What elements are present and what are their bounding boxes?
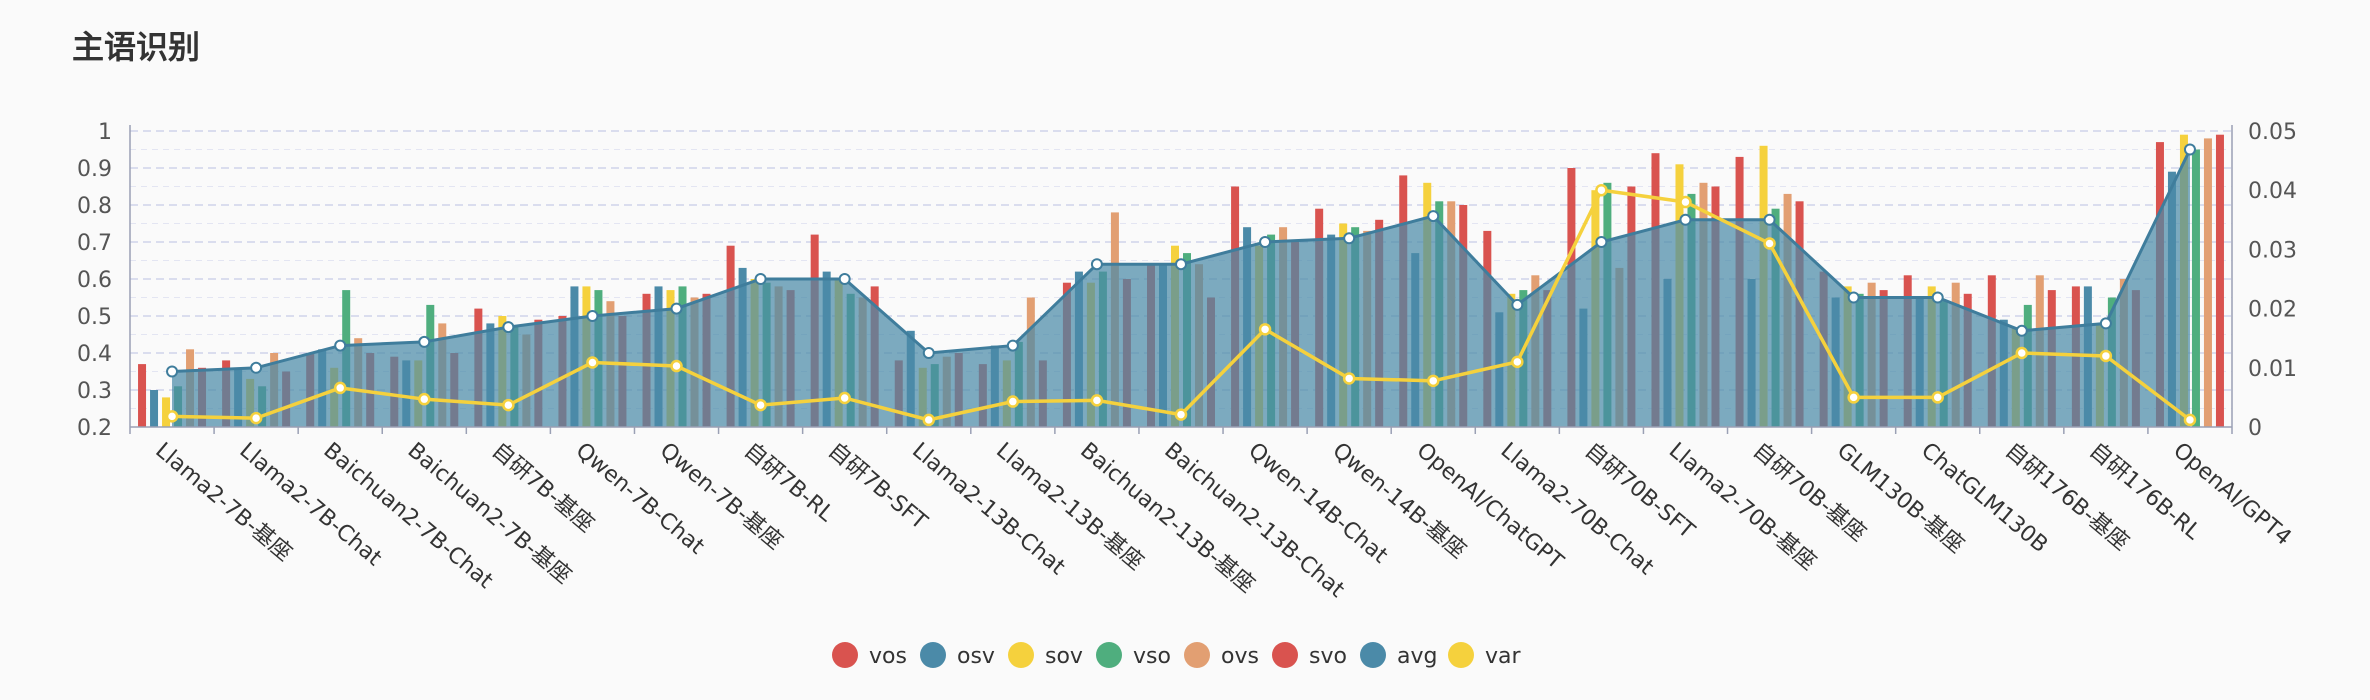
bar-vos	[138, 364, 147, 427]
y-right-tick-label: 0.04	[2248, 179, 2297, 204]
var-point	[165, 410, 179, 423]
avg-point	[922, 347, 935, 359]
avg-point	[418, 335, 431, 348]
avg-point	[2015, 324, 2028, 337]
y-right-tick-label: 0.05	[2248, 120, 2297, 145]
y-right-tick-label: 0.01	[2248, 357, 2297, 382]
x-tick-label: Llama2-13B-Chat	[907, 438, 1070, 580]
avg-point	[1175, 258, 1187, 271]
y-left-tick-label: 0.6	[77, 268, 112, 293]
var-point	[502, 398, 515, 412]
var-point	[1679, 195, 1692, 209]
var-point	[838, 391, 851, 405]
legend-marker-sov	[1008, 642, 1034, 668]
legend-marker-svo	[1272, 642, 1298, 668]
x-tick-label: Llama2-70B-Chat	[1496, 438, 1659, 580]
avg-point	[1931, 291, 1944, 304]
avg-point	[2183, 143, 2196, 156]
avg-point	[166, 365, 179, 378]
avg-point	[250, 361, 263, 374]
x-tick-label: Baichuan2-7B-基座	[403, 438, 576, 589]
bar-ovs	[2203, 138, 2212, 427]
y-left-tick-label: 0.5	[77, 305, 112, 330]
avg-point	[754, 273, 767, 285]
x-tick-label: Llama2-7B-Chat	[234, 438, 386, 571]
x-tick-label: Qwen-14B-Chat	[1243, 438, 1392, 569]
var-point	[1090, 394, 1104, 407]
chart-title: 主语识别	[72, 28, 201, 66]
avg-point	[1763, 213, 1776, 226]
var-point	[1931, 391, 1944, 404]
legend-marker-var	[1448, 642, 1474, 668]
var-point	[249, 411, 263, 425]
avg-point	[1847, 291, 1860, 304]
var-point	[2099, 349, 2113, 363]
legend-label-svo: svo	[1309, 644, 1347, 669]
legend-label-var: var	[1485, 644, 1522, 669]
var-point	[922, 413, 936, 427]
var-point	[1847, 391, 1860, 404]
x-tick-label: Llama2-13B-基座	[991, 438, 1148, 575]
avg-point	[502, 321, 515, 334]
y-right-tick-label: 0	[2248, 416, 2262, 441]
y-left-tick-label: 0.9	[77, 157, 112, 182]
y-left-tick-label: 0.3	[77, 379, 112, 404]
avg-point	[1427, 210, 1440, 223]
var-point	[586, 356, 599, 369]
legend-label-vos: vos	[869, 644, 907, 669]
var-point	[1595, 183, 1608, 197]
bar-osv	[150, 390, 159, 427]
avg-point	[1006, 339, 1019, 352]
var-point	[1763, 237, 1776, 250]
var-point	[418, 392, 431, 406]
avg-point	[334, 339, 347, 352]
avg-area	[172, 149, 2190, 427]
avg-point	[1511, 298, 1524, 311]
legend-marker-vos	[832, 642, 858, 668]
var-point	[1006, 395, 1020, 408]
y-left-tick-label: 0.2	[77, 416, 112, 441]
x-tick-label: OpenAI/ChatGPT	[1412, 438, 1569, 575]
legend-marker-avg	[1360, 642, 1386, 668]
avg-point	[1343, 232, 1356, 245]
var-point	[333, 381, 347, 395]
avg-point	[2099, 317, 2112, 330]
legend-marker-osv	[920, 642, 946, 668]
var-point	[1174, 408, 1188, 421]
bar-sov	[162, 397, 171, 427]
legend-label-vso: vso	[1133, 644, 1171, 669]
legend-marker-ovs	[1184, 642, 1210, 668]
y-left-tick-label: 0.7	[77, 231, 112, 256]
y-right-tick-label: 0.03	[2248, 238, 2297, 263]
legend-label-avg: avg	[1397, 644, 1437, 669]
var-point	[1342, 372, 1356, 385]
x-tick-label: Llama2-70B-基座	[1664, 438, 1821, 575]
avg-point	[838, 273, 851, 285]
legend-label-sov: sov	[1045, 644, 1083, 669]
var-point	[670, 359, 683, 373]
y-left-tick-label: 0.8	[77, 194, 112, 219]
var-point	[1511, 355, 1524, 369]
bar-vso	[2191, 149, 2200, 427]
legend-marker-vso	[1096, 642, 1122, 668]
avg-point	[586, 310, 599, 322]
avg-point	[1090, 258, 1103, 271]
var-point	[1426, 374, 1440, 388]
y-left-tick-label: 0.4	[77, 342, 112, 367]
avg-point	[1259, 236, 1272, 248]
bar-svo	[2215, 134, 2224, 427]
var-point	[2015, 346, 2029, 360]
avg-point	[1679, 213, 1692, 226]
legend-label-ovs: ovs	[1221, 644, 1259, 669]
var-point	[1258, 323, 1272, 336]
var-point	[754, 398, 767, 412]
avg-point	[670, 302, 683, 315]
y-left-tick-label: 1	[98, 120, 112, 145]
y-right-tick-label: 0.02	[2248, 298, 2297, 323]
avg-point	[1595, 236, 1608, 248]
var-point	[2183, 413, 2197, 427]
legend-label-osv: osv	[957, 644, 995, 669]
